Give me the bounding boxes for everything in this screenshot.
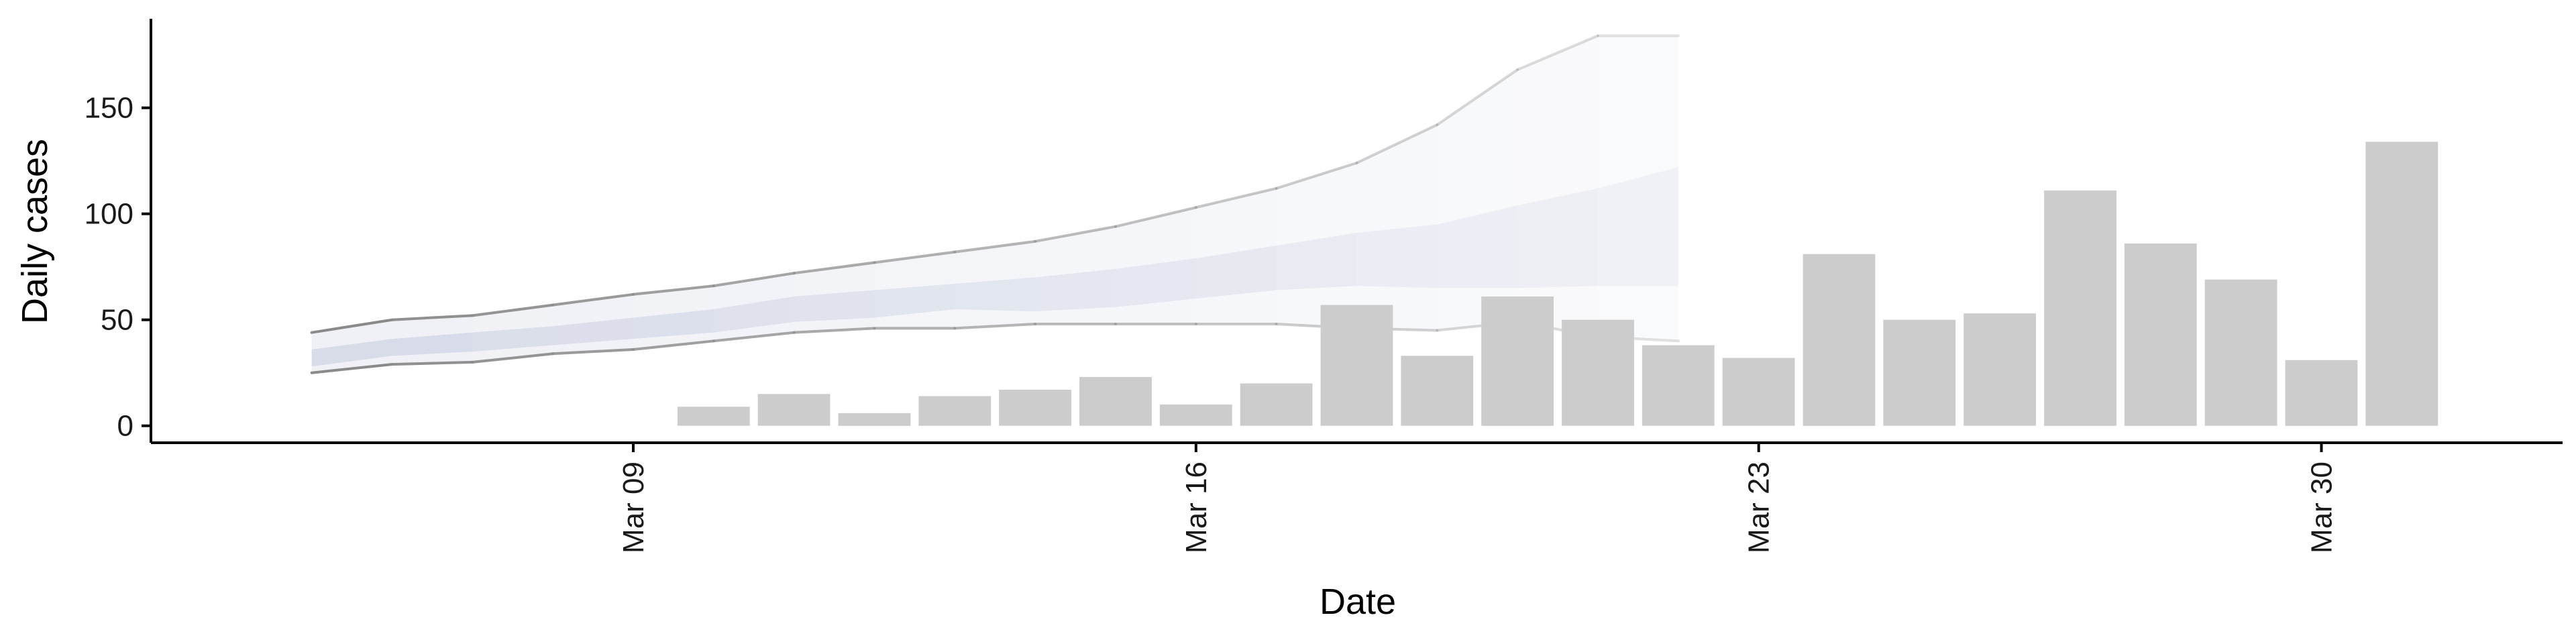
forecast-lower-line [551, 347, 635, 356]
forecast-90-band-segment [874, 252, 955, 329]
forecast-50-band-segment [1276, 233, 1357, 290]
x-tick-label: Mar 16 [1180, 462, 1213, 553]
bar [1803, 254, 1876, 426]
bar [999, 390, 1071, 426]
bar [1722, 358, 1795, 426]
bar [2365, 142, 2438, 426]
forecast-90-band-segment [955, 241, 1036, 329]
forecast-lower-line [632, 339, 715, 351]
forecast-lower-line [390, 360, 474, 366]
bar [1159, 405, 1232, 426]
bar [1964, 313, 2036, 426]
bar [1240, 383, 1313, 426]
bar [1883, 319, 1956, 426]
forecast-upper-line [632, 284, 715, 296]
bar [1320, 305, 1393, 426]
forecast-90-band-segment [713, 273, 794, 341]
forecast-upper-line [953, 239, 1037, 254]
y-tick-label: 100 [85, 198, 133, 231]
x-axis-title: Date [1320, 582, 1396, 622]
forecast-90-band-segment [1598, 36, 1678, 341]
forecast-upper-line [1436, 68, 1519, 126]
forecast-50-band-segment [794, 290, 875, 322]
forecast-90-band-segment [553, 294, 633, 354]
x-tick-label: Mar 30 [2306, 462, 2339, 553]
observed-bars [677, 142, 2438, 426]
forecast-lower-line [310, 363, 394, 374]
forecast-90-band-segment [794, 262, 875, 333]
y-tick-label: 0 [117, 410, 133, 443]
forecast-upper-line [310, 318, 394, 334]
bar [918, 396, 991, 426]
forecast-lower-line [471, 352, 555, 364]
bar [757, 394, 830, 426]
forecast-50-band-segment [633, 309, 714, 339]
forecast-50-band-segment [1035, 268, 1116, 312]
forecast-50-band-segment [472, 326, 553, 352]
forecast-upper-line [390, 314, 474, 321]
forecast-50-band-segment [955, 277, 1036, 312]
forecast-50-band-segment [553, 317, 633, 345]
forecast-50-band-segment [311, 339, 392, 367]
forecast-50-band-segment [1356, 224, 1438, 288]
forecast-upper-line [1194, 186, 1278, 209]
forecast-50-band-segment [1437, 205, 1518, 288]
forecast-upper-line [471, 303, 555, 317]
forecast-50-band-segment [1195, 246, 1277, 299]
forecast-90-band-segment [1517, 36, 1598, 337]
bar [677, 407, 750, 426]
forecast-upper-line [1516, 34, 1599, 71]
forecast-90-band-segment [1276, 162, 1357, 329]
forecast-50-band-segment [1598, 167, 1678, 286]
x-tick-label: Mar 23 [1743, 462, 1776, 553]
forecast-90-band-segment [1356, 125, 1438, 331]
y-axis-title: Daily cases [15, 139, 55, 324]
x-axis: Mar 09 Mar 16 Mar 23 Mar 30 [151, 441, 2563, 553]
forecast-upper-line [1275, 161, 1358, 190]
x-tick-label: Mar 09 [617, 462, 650, 553]
bar [2044, 191, 2116, 426]
forecast-90-band-segment [633, 286, 714, 350]
forecast-50-band-segment [1116, 258, 1196, 307]
forecast-90-band-segment [1035, 226, 1116, 325]
y-axis: 0 50 100 150 [85, 19, 152, 443]
forecast-upper-line [1355, 123, 1439, 164]
forecast-upper-line [1034, 225, 1117, 243]
bar [1481, 297, 1554, 426]
forecast-bands [311, 36, 1678, 373]
forecast-90-band-segment [1437, 69, 1518, 331]
y-tick-label: 50 [101, 304, 133, 337]
forecast-90-band-segment [1195, 188, 1277, 325]
forecast-upper-line [873, 250, 957, 264]
bar [2124, 244, 2197, 426]
bar [1642, 345, 1715, 426]
forecast-50-band-segment [874, 284, 955, 318]
forecast-50-band-segment [713, 296, 794, 333]
forecast-upper-line [1114, 206, 1197, 228]
bar [2285, 360, 2358, 426]
y-tick-label: 150 [85, 92, 133, 125]
forecast-lower-line [792, 327, 876, 334]
forecast-50-band-segment [1517, 188, 1598, 288]
bar [1401, 356, 1474, 426]
forecast-interval-lines [310, 34, 1680, 374]
bar [2204, 279, 2277, 426]
forecast-lower-line [953, 323, 1037, 330]
bar [838, 413, 911, 426]
forecast-upper-line [792, 261, 876, 275]
bar [1562, 319, 1634, 426]
forecast-upper-line [551, 292, 635, 307]
forecast-lower-line [712, 331, 796, 343]
forecast-50-band-segment [392, 332, 473, 356]
forecast-90-band-segment [1116, 207, 1196, 325]
forecast-upper-line [712, 272, 796, 288]
bar [1079, 377, 1152, 426]
